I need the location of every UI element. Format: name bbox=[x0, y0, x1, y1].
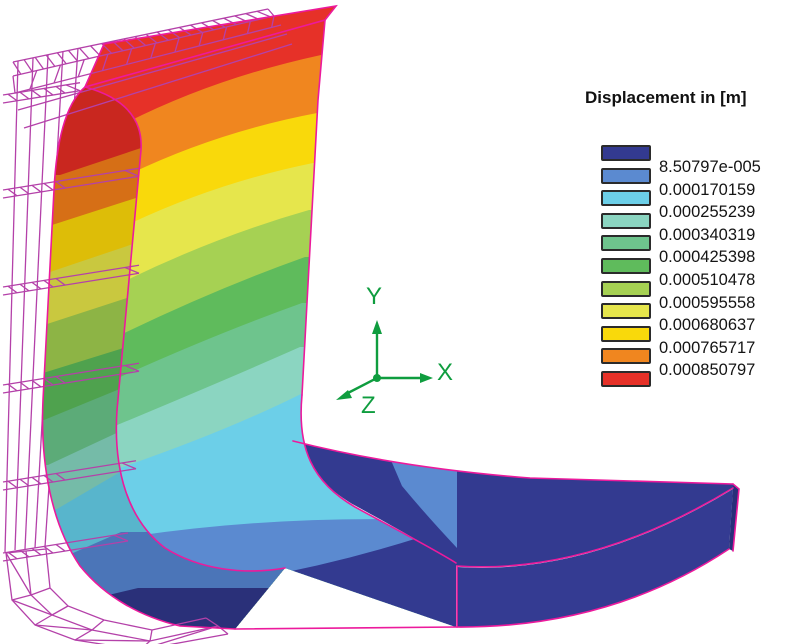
x-axis-arrow bbox=[420, 373, 433, 383]
legend-title: Displacement in [m] bbox=[585, 88, 747, 107]
legend-swatch bbox=[601, 348, 651, 365]
legend-swatch bbox=[601, 145, 651, 161]
legend-value: 0.000510478 bbox=[659, 271, 756, 289]
legend: Displacement in [m] 8.50797e-005 0.000170… bbox=[583, 88, 800, 433]
z-axis-label: Z bbox=[361, 392, 376, 419]
axis-labels: Y X Z bbox=[361, 283, 453, 419]
z-axis-arrow bbox=[336, 390, 352, 400]
legend-value: 0.000595558 bbox=[659, 293, 756, 312]
z-axis-line bbox=[345, 376, 378, 396]
base-plate bbox=[293, 441, 739, 628]
base-plate-blue-band bbox=[390, 458, 457, 548]
legend-swatch bbox=[601, 258, 651, 274]
legend-value: 8.50797e-005 bbox=[659, 158, 761, 176]
legend-value: 0.000340319 bbox=[659, 225, 756, 244]
y-axis-label: Y bbox=[366, 283, 382, 310]
legend-swatch bbox=[601, 325, 651, 342]
legend-value: 0.000680637 bbox=[659, 316, 756, 335]
legend-swatch bbox=[601, 303, 651, 320]
legend-swatch bbox=[601, 235, 651, 252]
column-top-face bbox=[85, 6, 336, 87]
axis-triad bbox=[345, 331, 423, 396]
legend-swatch bbox=[601, 212, 651, 229]
legend-swatch bbox=[601, 371, 651, 387]
legend-value: 0.000170159 bbox=[659, 180, 756, 199]
deformed-shape-edges bbox=[41, 4, 740, 630]
legend-value: 0.000850797 bbox=[659, 361, 756, 380]
axis-arrowheads bbox=[336, 320, 433, 400]
legend-value: 0.000425398 bbox=[659, 248, 756, 267]
axis-origin-dot bbox=[373, 374, 381, 382]
undeformed-wireframe-front bbox=[2, 8, 293, 644]
base-plate-front-face bbox=[457, 489, 733, 628]
legend-swatch bbox=[601, 167, 651, 184]
legend-swatch bbox=[601, 280, 651, 297]
legend-value: 0.000765717 bbox=[659, 338, 756, 357]
legend-swatch bbox=[601, 190, 651, 207]
y-axis-arrow bbox=[372, 320, 382, 334]
legend-value: 0.000255239 bbox=[659, 203, 756, 222]
base-plate-right-face bbox=[729, 484, 739, 551]
x-axis-label: X bbox=[437, 359, 453, 386]
